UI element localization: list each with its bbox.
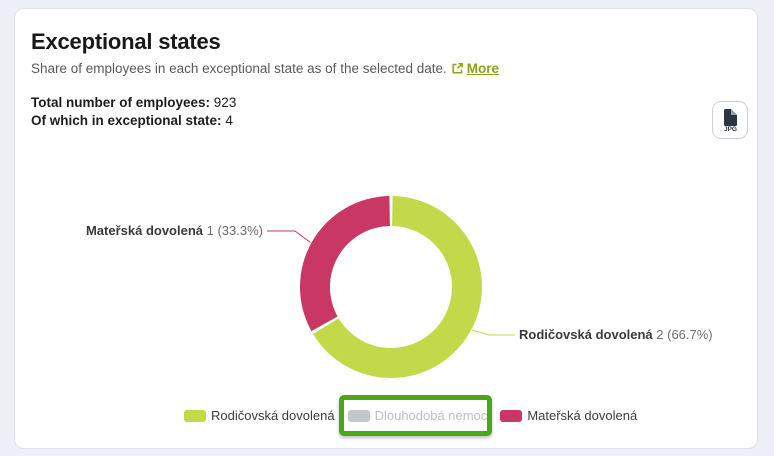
- slice-label-materska-dovolena: Mateřská dovolená 1 (33.3%): [86, 223, 263, 238]
- slice-callout-line-materska-dovolena: [267, 230, 311, 243]
- card-header: Exceptional states Share of employees in…: [31, 29, 631, 130]
- donut-slice-materska-dovolena[interactable]: [299, 196, 390, 332]
- legend-label: Rodičovská dovolená: [211, 408, 335, 423]
- stat-exceptional-count-label: Of which in exceptional state:: [31, 113, 222, 128]
- stat-total-employees-value: 923: [213, 95, 237, 110]
- slice-label-rodicovska-dovolena: Rodičovská dovolená 2 (66.7%): [519, 327, 713, 342]
- legend-swatch-rodicovska-dovolena: [184, 409, 206, 422]
- stat-exceptional-count-value: 4: [225, 113, 233, 128]
- exceptional-states-card: Exceptional states Share of employees in…: [14, 8, 758, 449]
- stat-exceptional-count: Of which in exceptional state: 4: [31, 112, 631, 130]
- stat-total-employees-label: Total number of employees:: [31, 95, 211, 110]
- jpg-file-icon: JPG: [724, 109, 737, 132]
- export-jpg-button[interactable]: JPG: [712, 101, 748, 139]
- svg-text:JPG: JPG: [724, 126, 737, 132]
- legend-label: Mateřská dovolená: [527, 408, 638, 423]
- page-title: Exceptional states: [31, 29, 221, 54]
- stat-total-employees: Total number of employees: 923: [31, 94, 631, 112]
- legend-item-rodicovska-dovolena[interactable]: Rodičovská dovolená: [184, 408, 335, 423]
- legend-swatch-dlouhodoba-nemoc: [347, 409, 370, 422]
- stats-block: Total number of employees: 923 Of which …: [31, 94, 631, 130]
- legend-item-materska-dovolena[interactable]: Mateřská dovolená: [500, 408, 637, 423]
- card-subtitle: Share of employees in each exceptional s…: [31, 60, 631, 77]
- more-link[interactable]: More: [466, 61, 500, 76]
- donut-slice-rodicovska-dovolena[interactable]: [313, 196, 482, 378]
- external-link-icon: [452, 63, 463, 74]
- legend-item-dlouhodoba-nemoc[interactable]: Dlouhodobá nemoc: [338, 395, 493, 436]
- legend-swatch-materska-dovolena: [500, 409, 523, 422]
- legend-label: Dlouhodobá nemoc: [374, 408, 488, 423]
- subtitle-text: Share of employees in each exceptional s…: [31, 61, 447, 76]
- chart-legend: Rodičovská dovolená Dlouhodobá nemoc Mateř…: [184, 395, 637, 436]
- slice-callout-line-rodicovska-dovolena: [471, 329, 515, 336]
